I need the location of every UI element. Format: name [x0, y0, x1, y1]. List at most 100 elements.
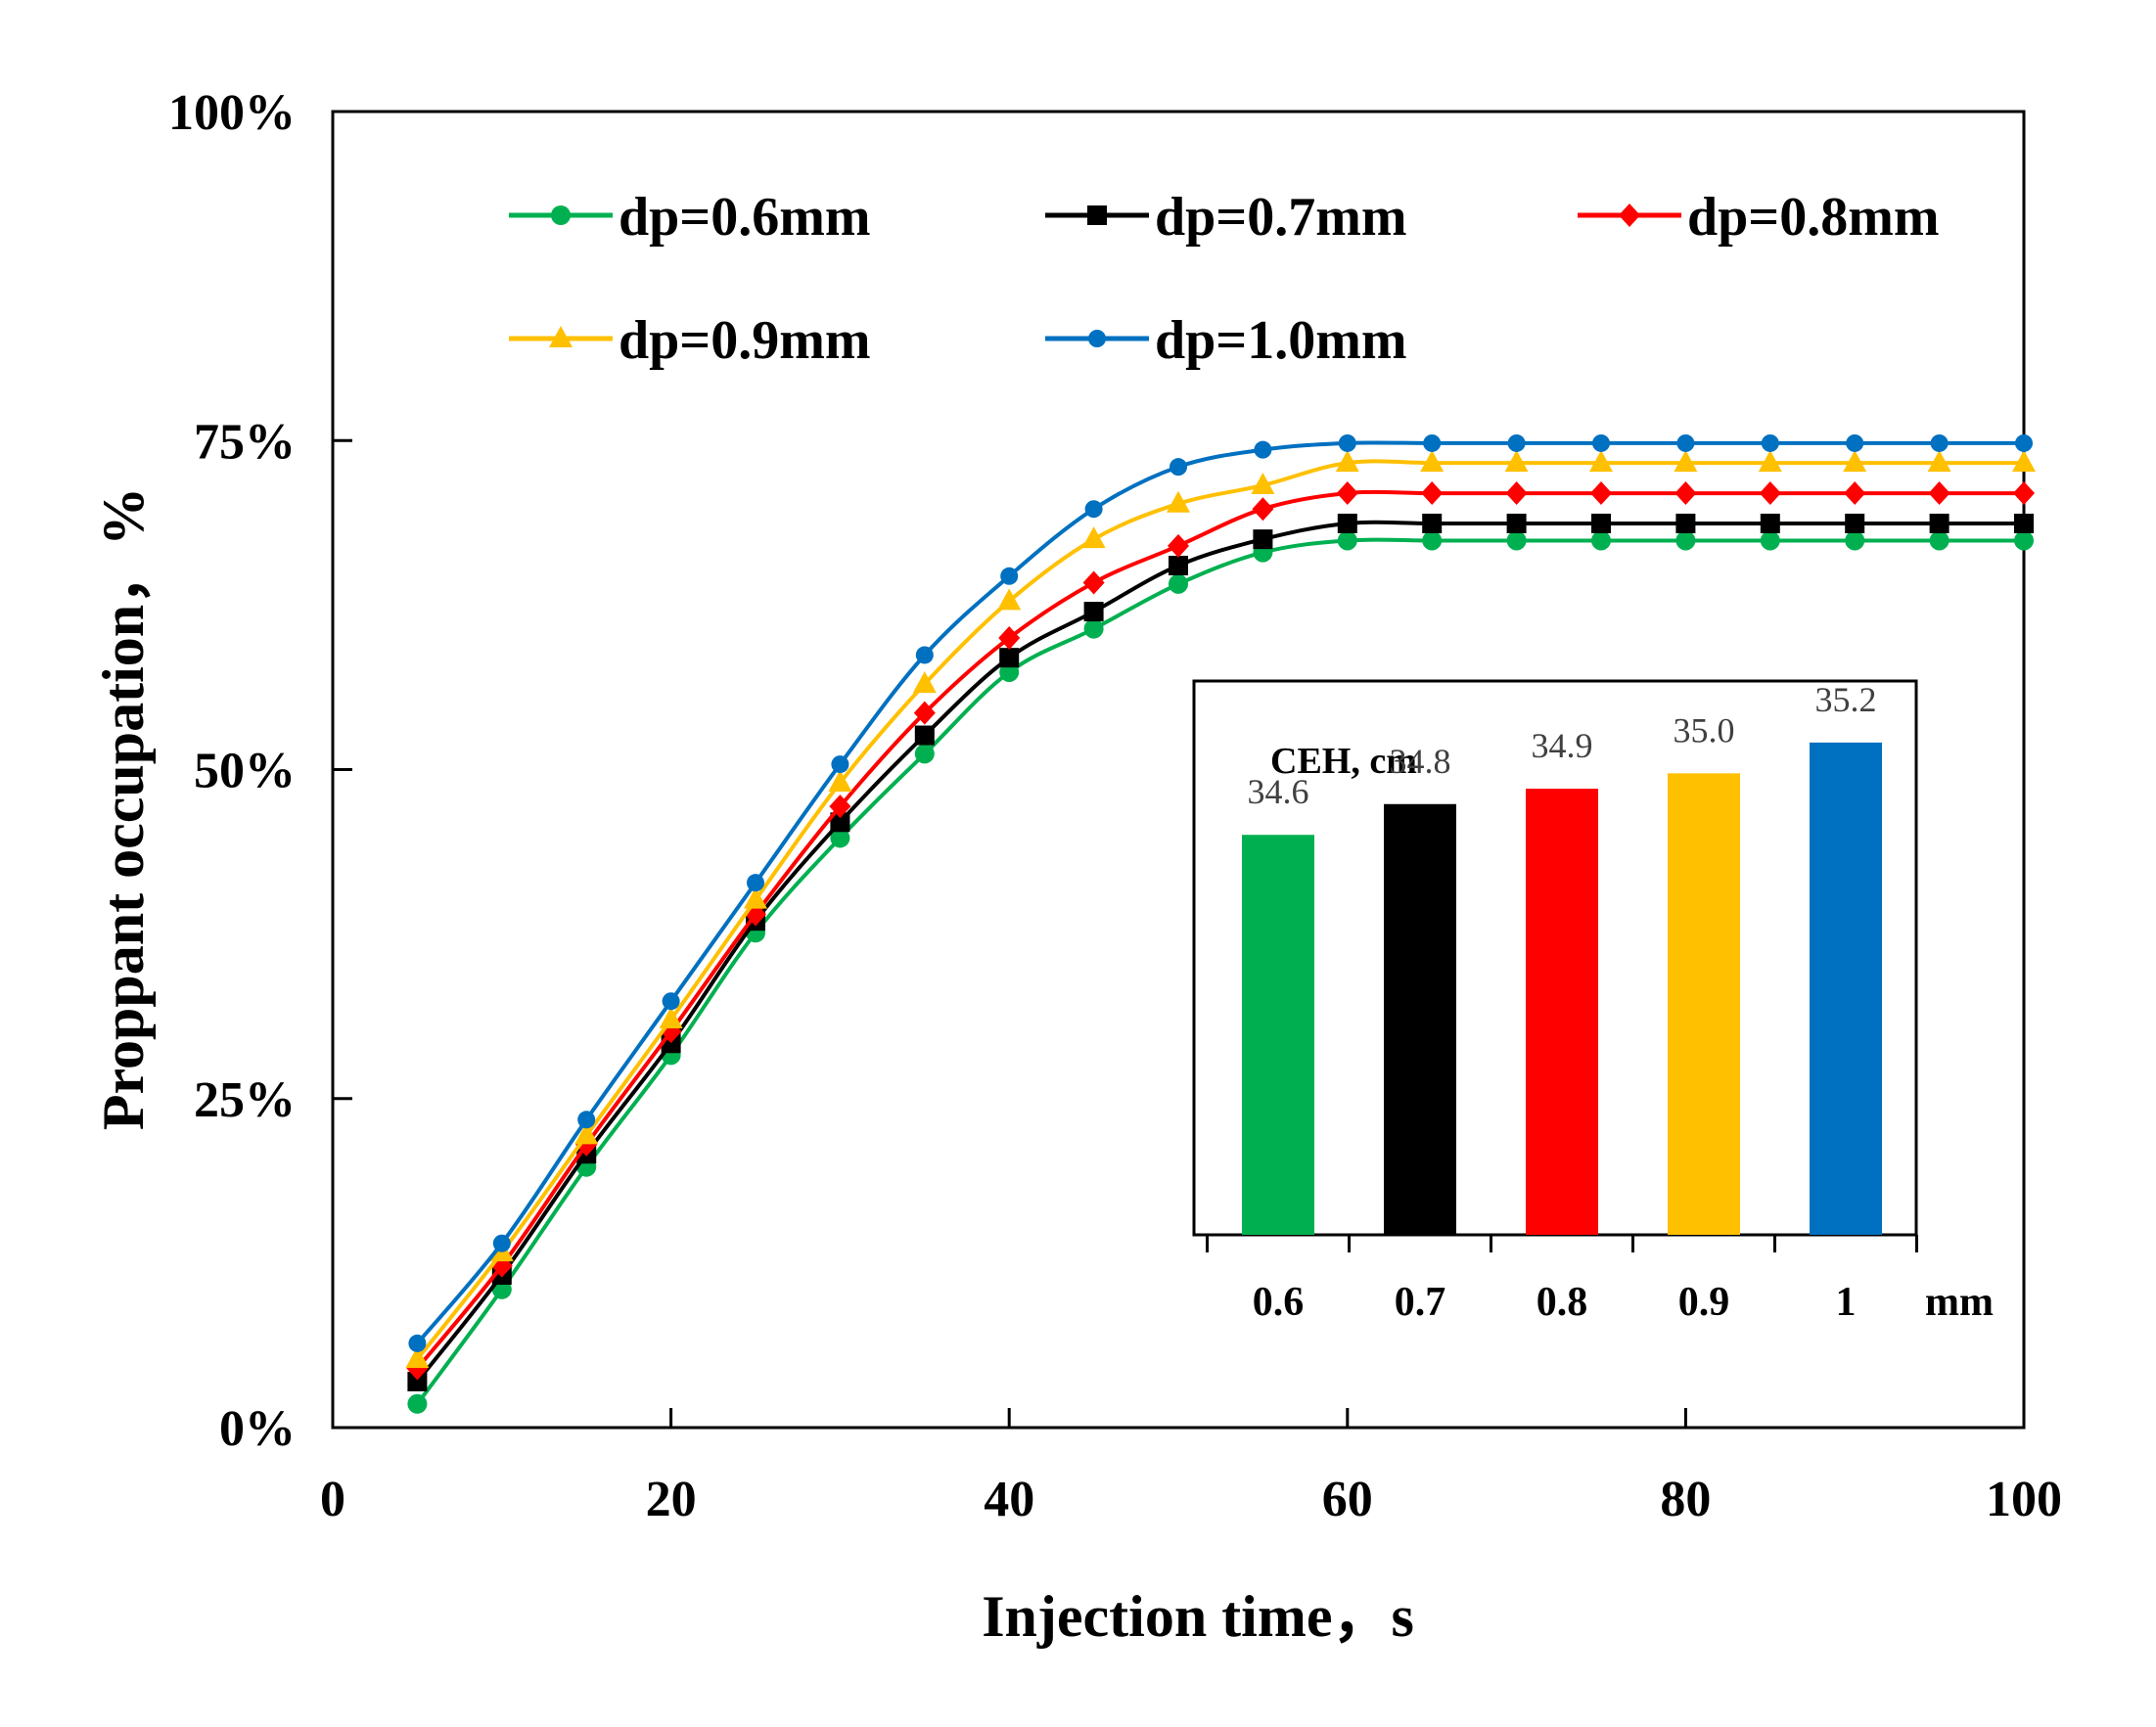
- data-point: [1254, 440, 1272, 459]
- data-point: [1167, 490, 1190, 513]
- data-point: [1253, 529, 1273, 550]
- data-point: [1423, 433, 1442, 452]
- data-point: [912, 671, 937, 694]
- data-point: [915, 646, 934, 664]
- data-point: [492, 1234, 511, 1252]
- data-point: [1420, 450, 1445, 473]
- data-point: [1929, 513, 1950, 533]
- data-point: [1337, 530, 1357, 551]
- legend-label: dp=0.7mm: [1155, 187, 1407, 248]
- data-point: [1169, 556, 1188, 576]
- data-point: [1421, 481, 1444, 506]
- legend-marker: [1087, 205, 1107, 225]
- inset-bar: [1526, 789, 1598, 1235]
- inset-x-unit: mm: [1925, 1280, 1994, 1325]
- data-point: [1760, 530, 1780, 551]
- data-point: [1929, 530, 1950, 551]
- data-point: [998, 626, 1021, 650]
- series-dp=0.9mm: [405, 450, 2036, 1369]
- inset-bar-value: 35.2: [1815, 680, 1877, 719]
- data-point: [2014, 513, 2034, 533]
- data-point: [747, 874, 764, 892]
- data-point: [1506, 530, 1527, 551]
- data-point: [828, 769, 852, 792]
- legend-marker: [1088, 330, 1106, 347]
- data-point: [1674, 481, 1697, 506]
- data-point: [577, 1111, 596, 1129]
- y-tick-label: 75%: [194, 414, 296, 470]
- data-point: [999, 648, 1020, 668]
- y-tick-label: 50%: [194, 744, 296, 799]
- series-line: [415, 489, 2024, 1370]
- data-point: [829, 795, 851, 819]
- data-point: [1252, 497, 1274, 522]
- data-point: [1507, 433, 1526, 452]
- data-point: [659, 1007, 683, 1029]
- data-point: [407, 1371, 428, 1391]
- legend-entry: dp=0.7mm: [1045, 187, 1407, 248]
- data-point: [662, 992, 680, 1011]
- data-point: [1674, 450, 1698, 473]
- data-point: [1338, 433, 1356, 452]
- inset-title: CEH, cm: [1270, 741, 1417, 782]
- x-axis-title: Injection time，s: [982, 1584, 1414, 1649]
- data-point: [1083, 618, 1104, 639]
- inset-bar: [1810, 742, 1882, 1235]
- legend-entry: dp=0.9mm: [509, 310, 871, 371]
- data-point: [831, 755, 849, 774]
- inset-bar-value: 34.6: [1248, 772, 1309, 811]
- data-point: [405, 1346, 430, 1369]
- data-point: [407, 1393, 428, 1414]
- data-point: [1082, 570, 1105, 595]
- data-point: [2013, 481, 2035, 506]
- data-point: [1504, 450, 1529, 473]
- legend-marker: [1619, 204, 1640, 227]
- data-point: [574, 1122, 599, 1145]
- data-point: [1927, 450, 1951, 473]
- inset-category-label: 0.8: [1537, 1280, 1588, 1325]
- data-point: [1081, 526, 1106, 549]
- inset-bar-value: 34.9: [1532, 726, 1593, 765]
- legend-label: dp=0.8mm: [1687, 187, 1940, 248]
- data-point: [1591, 513, 1611, 533]
- legend-marker: [551, 205, 571, 225]
- data-point: [2014, 530, 2034, 551]
- data-point: [1843, 450, 1867, 473]
- data-point: [1675, 530, 1696, 551]
- data-point: [1676, 433, 1695, 452]
- series-dp=1.0mm: [408, 433, 2033, 1352]
- legend-entry: dp=0.8mm: [1578, 187, 1940, 248]
- data-point: [2015, 433, 2033, 452]
- data-point: [1592, 433, 1610, 452]
- data-point: [1845, 530, 1865, 551]
- data-point: [1845, 513, 1865, 533]
- inset-bar: [1242, 835, 1314, 1235]
- legend-label: dp=0.9mm: [619, 310, 871, 371]
- data-point: [1844, 481, 1866, 506]
- data-point: [1169, 573, 1188, 594]
- data-point: [914, 744, 935, 764]
- data-point: [1083, 602, 1104, 622]
- x-tick-label: 80: [1660, 1472, 1711, 1527]
- data-point: [1422, 513, 1443, 533]
- y-tick-label: 25%: [194, 1072, 296, 1128]
- data-point: [1337, 513, 1357, 533]
- data-point: [830, 828, 850, 848]
- data-point: [1589, 450, 1613, 473]
- data-point: [830, 812, 850, 833]
- inset-bar-value: 34.8: [1390, 742, 1451, 781]
- inset-category-label: 0.6: [1253, 1280, 1305, 1325]
- data-point: [1251, 472, 1275, 494]
- legend-entry: dp=0.6mm: [509, 187, 871, 248]
- data-point: [1335, 450, 1359, 473]
- series-line: [415, 459, 2024, 1361]
- legend-label: dp=0.6mm: [619, 187, 871, 248]
- data-point: [1846, 433, 1864, 452]
- y-tick-label: 0%: [219, 1401, 296, 1457]
- legend-label: dp=1.0mm: [1155, 310, 1407, 371]
- data-point: [1590, 481, 1612, 506]
- data-point: [1505, 481, 1528, 506]
- x-tick-label: 20: [646, 1472, 697, 1527]
